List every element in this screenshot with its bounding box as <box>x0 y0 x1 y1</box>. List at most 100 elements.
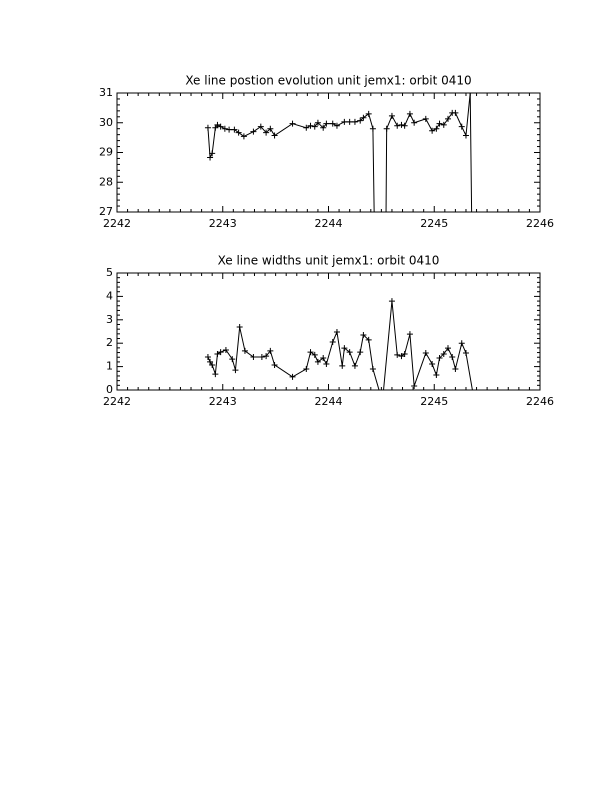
data-point <box>323 120 330 127</box>
data-point <box>433 372 440 379</box>
data-point <box>289 120 296 127</box>
data-point <box>217 349 224 356</box>
data-point <box>360 332 367 339</box>
data-point <box>394 122 401 129</box>
x-tick-label: 2242 <box>103 217 131 230</box>
x-tick-label: 2246 <box>526 395 554 408</box>
data-point <box>346 118 353 125</box>
y-tick-label: 28 <box>99 175 113 188</box>
data-point <box>411 119 418 126</box>
data-point <box>406 331 413 338</box>
data-point <box>314 119 321 126</box>
data-point <box>422 115 429 122</box>
data-point <box>411 383 418 390</box>
y-tick-label: 31 <box>99 86 113 99</box>
data-point <box>222 346 229 353</box>
data-point <box>267 347 274 354</box>
data-point <box>271 132 278 139</box>
data-point <box>365 336 372 343</box>
x-tick-label: 2244 <box>315 217 343 230</box>
data-point <box>232 367 239 374</box>
data-point <box>236 324 243 331</box>
data-point <box>401 350 408 357</box>
y-tick-label: 5 <box>106 266 113 279</box>
data-point <box>263 353 270 360</box>
data-point <box>351 118 358 125</box>
data-point <box>398 121 405 128</box>
data-point <box>452 109 459 116</box>
data-point <box>289 373 296 380</box>
data-point <box>422 350 429 357</box>
chart-title: Xe line postion evolution unit jemx1: or… <box>185 74 471 88</box>
x-tick-label: 2244 <box>315 395 343 408</box>
data-point <box>341 118 348 125</box>
data-point <box>204 354 211 361</box>
data-point <box>329 339 336 346</box>
y-tick-label: 29 <box>99 146 113 159</box>
x-tick-label: 2245 <box>420 395 448 408</box>
data-point <box>351 362 358 369</box>
data-point <box>209 361 216 368</box>
x-tick-label: 2243 <box>209 395 237 408</box>
data-point <box>458 123 465 130</box>
data-point <box>333 328 340 335</box>
data-point <box>209 150 216 157</box>
data-point <box>329 120 336 127</box>
y-tick-label: 1 <box>106 360 113 373</box>
data-point <box>240 133 247 140</box>
data-point <box>320 124 327 131</box>
series <box>204 93 474 212</box>
data-point <box>436 120 443 127</box>
data-point <box>357 117 364 124</box>
data-point <box>429 361 436 368</box>
data-point <box>307 349 314 356</box>
data-point <box>207 154 214 161</box>
data-point <box>339 362 346 369</box>
y-tick-label: 4 <box>106 289 113 302</box>
x-tick-label: 2243 <box>209 217 237 230</box>
data-point <box>214 121 221 128</box>
x-tick-label: 2246 <box>526 217 554 230</box>
series <box>204 298 473 390</box>
data-point <box>333 122 340 129</box>
data-point <box>467 93 474 96</box>
data-point <box>323 361 330 368</box>
y-tick-label: 0 <box>106 383 113 396</box>
data-point <box>388 298 395 305</box>
data-point <box>307 122 314 129</box>
data-point <box>346 349 353 356</box>
data-point <box>214 350 221 357</box>
data-point <box>398 353 405 360</box>
data-point <box>258 354 265 361</box>
data-point <box>250 354 257 361</box>
data-point <box>458 340 465 347</box>
data-point <box>436 354 443 361</box>
chart-title: Xe line widths unit jemx1: orbit 0410 <box>218 254 440 268</box>
y-tick-label: 30 <box>99 116 113 129</box>
data-point <box>360 114 367 121</box>
data-point <box>394 351 401 358</box>
data-point <box>341 345 348 352</box>
data-point <box>429 127 436 134</box>
data-point <box>257 123 264 130</box>
data-point <box>204 124 211 131</box>
x-tick-label: 2245 <box>420 217 448 230</box>
data-point <box>383 125 390 132</box>
data-point <box>462 132 469 139</box>
data-point <box>433 125 440 132</box>
data-point <box>388 112 395 119</box>
data-point <box>311 351 318 358</box>
data-point <box>444 345 451 352</box>
data-point <box>440 121 447 128</box>
data-point <box>231 126 238 133</box>
data-point <box>401 122 408 129</box>
data-point <box>221 125 228 132</box>
data-point <box>267 125 274 132</box>
data-point <box>314 358 321 365</box>
data-point <box>406 110 413 117</box>
data-point <box>462 350 469 357</box>
data-point <box>440 350 447 357</box>
data-point <box>250 128 257 135</box>
data-point <box>444 115 451 122</box>
